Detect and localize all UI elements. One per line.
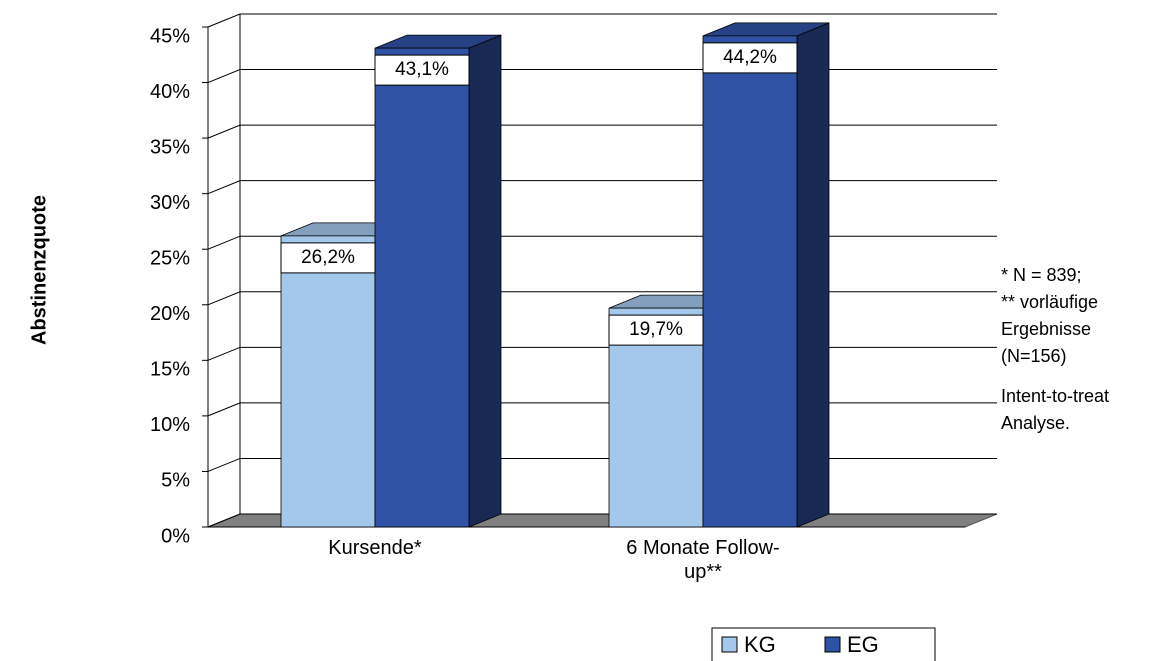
y-tick-label: 25%	[150, 248, 190, 270]
bar	[280, 235, 376, 528]
data-label-box	[374, 54, 470, 86]
annotation: ** vorläufige	[1001, 292, 1099, 312]
annotation: Intent-to-treat	[1001, 386, 1110, 406]
x-tick-label: 6 Monate Follow-up**	[626, 537, 780, 583]
data-label-box	[280, 242, 376, 274]
grid-line	[207, 69, 997, 84]
legend-box	[711, 627, 936, 661]
data-label: 19,7%	[629, 319, 683, 340]
x-tick-label: Kursende*	[328, 537, 422, 559]
y-tick-label: 10%	[150, 414, 190, 436]
bar-side	[468, 34, 502, 528]
legend-swatch	[824, 636, 841, 653]
data-label: 44,2%	[723, 47, 777, 68]
y-tick-label: 20%	[150, 303, 190, 325]
legend-swatch	[721, 636, 738, 653]
bar	[702, 35, 798, 528]
data-label: 43,1%	[395, 59, 449, 80]
data-label: 26,2%	[301, 247, 355, 268]
bar	[374, 47, 470, 528]
y-axis-label: Abstinenzquote	[28, 195, 50, 345]
annotation: (N=156)	[1001, 346, 1067, 366]
grid-line	[207, 13, 997, 28]
data-label-box	[608, 314, 704, 346]
annotation: Analyse.	[1001, 413, 1071, 433]
annotation: Ergebnisse	[1001, 319, 1092, 339]
y-tick-label: 45%	[150, 25, 190, 47]
y-tick-label: 0%	[161, 525, 190, 547]
annotation: * N = 839;	[1001, 265, 1082, 285]
grid-line	[207, 180, 997, 195]
y-tick-label: 30%	[150, 192, 190, 214]
grid-line	[207, 124, 997, 139]
y-tick-label: 40%	[150, 81, 190, 103]
legend-label: EG	[847, 632, 879, 657]
legend-label: KG	[744, 632, 776, 657]
y-tick-label: 35%	[150, 136, 190, 158]
y-tick-label: 5%	[161, 470, 190, 492]
y-tick-label: 15%	[150, 359, 190, 381]
bar-side	[796, 22, 830, 528]
data-label-box	[702, 42, 798, 74]
